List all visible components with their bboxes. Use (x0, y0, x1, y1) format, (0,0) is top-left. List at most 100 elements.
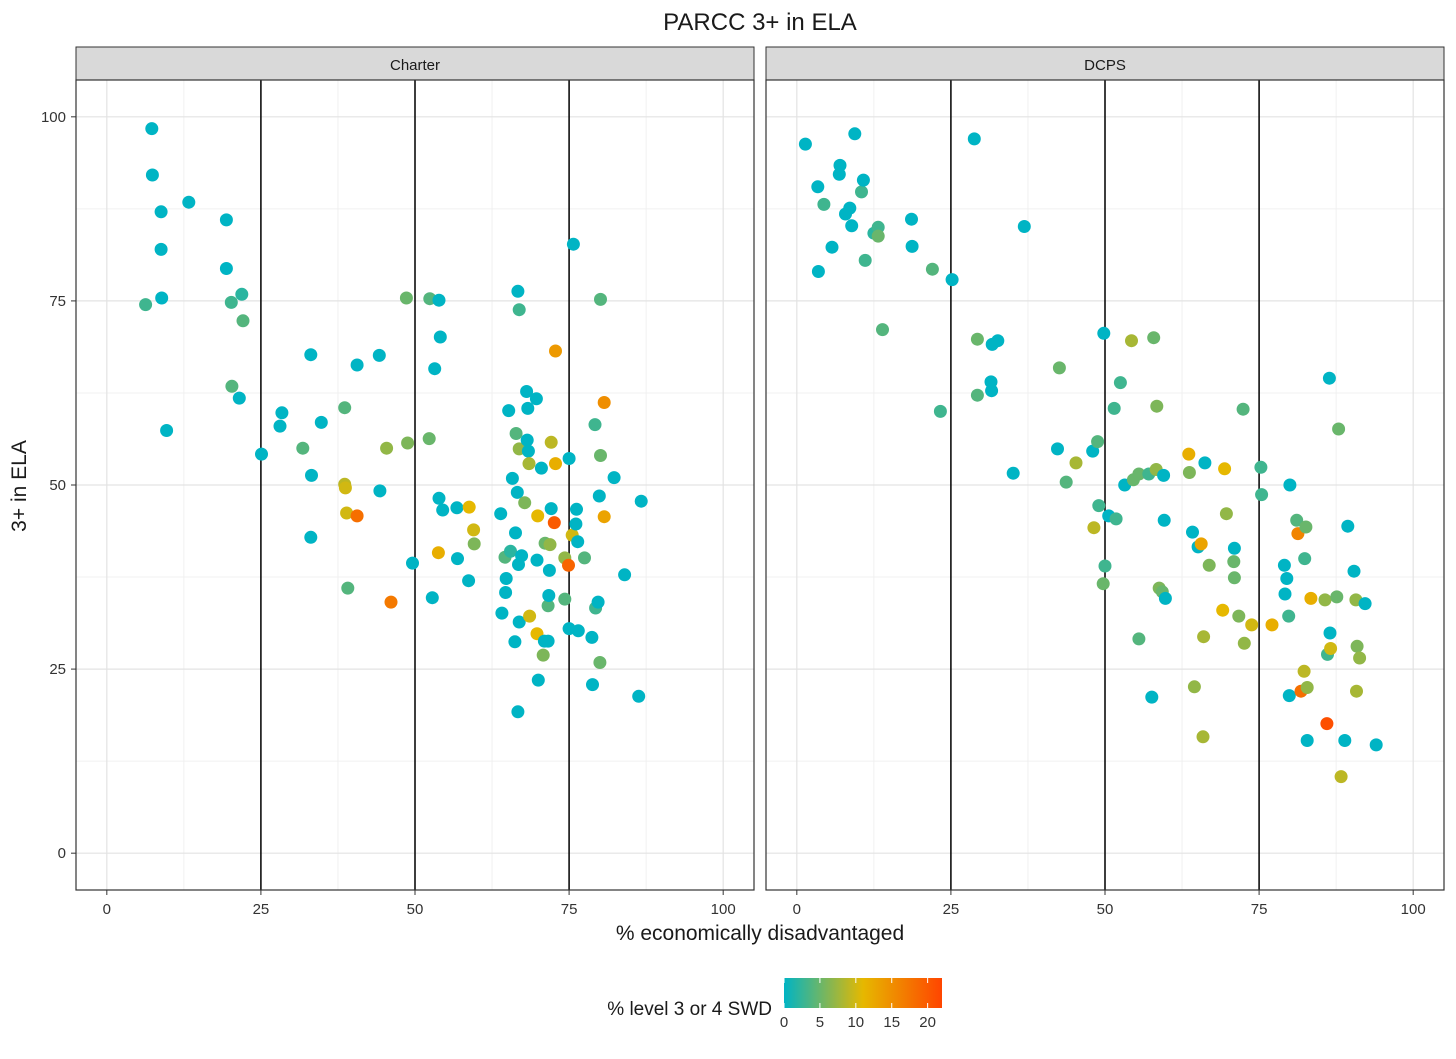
data-point (154, 205, 168, 219)
data-point (1098, 559, 1112, 573)
data-point (811, 265, 825, 278)
data-point (570, 502, 583, 516)
data-point (219, 213, 233, 227)
data-point (1187, 680, 1201, 694)
data-point (1147, 331, 1161, 345)
data-point (1369, 738, 1383, 752)
data-point (520, 433, 534, 447)
data-point (843, 201, 857, 215)
data-point (224, 295, 238, 309)
data-point (232, 391, 246, 405)
data-point (145, 168, 159, 182)
data-point (1194, 537, 1208, 551)
data-point (825, 240, 839, 254)
data-point (428, 362, 442, 376)
y-axis-label: 3+ in ELA (8, 440, 31, 532)
data-point (296, 441, 310, 455)
data-point (304, 530, 318, 544)
data-point (1113, 376, 1127, 390)
data-point (520, 385, 534, 398)
data-point (541, 599, 555, 613)
data-point (542, 589, 556, 602)
data-point (1132, 632, 1146, 646)
data-point (1322, 371, 1336, 385)
data-point (529, 392, 543, 406)
data-point (341, 581, 355, 595)
data-point (372, 348, 386, 362)
data-point (1232, 609, 1246, 623)
data-point (817, 197, 831, 211)
data-point (399, 291, 413, 305)
data-point (1017, 220, 1031, 233)
data-point (502, 404, 516, 418)
data-point (536, 648, 550, 662)
data-point (530, 553, 544, 567)
data-point (1198, 456, 1212, 470)
data-point (618, 568, 632, 582)
data-point (558, 592, 572, 606)
data-point (1196, 730, 1210, 744)
data-point (547, 516, 561, 530)
data-point (531, 509, 545, 523)
data-point (1245, 618, 1259, 632)
data-point (1265, 618, 1279, 632)
data-point (811, 180, 825, 194)
data-point (1353, 651, 1367, 665)
data-point (592, 489, 606, 503)
data-point (219, 262, 233, 275)
data-point (511, 284, 525, 298)
data-point (1347, 564, 1361, 578)
data-point (562, 558, 575, 572)
data-point (1297, 664, 1311, 678)
y-tick-label: 75 (49, 293, 66, 310)
data-point (462, 574, 476, 588)
data-point (634, 494, 648, 508)
data-point (1237, 636, 1251, 650)
data-point (542, 563, 556, 577)
data-point (566, 237, 580, 251)
data-point (543, 538, 557, 552)
data-point (541, 634, 555, 648)
legend-title: % level 3 or 4 SWD (607, 999, 772, 1020)
data-point (925, 262, 939, 276)
data-point (905, 239, 919, 253)
x-tick-label: 25 (943, 901, 960, 918)
data-point (594, 292, 607, 306)
data-point (182, 195, 196, 209)
x-tick-label: 100 (711, 901, 736, 918)
data-point (848, 127, 862, 141)
data-point (1330, 590, 1344, 604)
data-point (1107, 401, 1121, 415)
data-point (1324, 642, 1338, 655)
data-point (905, 212, 918, 226)
data-point (607, 471, 621, 485)
data-point (1227, 571, 1241, 585)
data-point (509, 427, 523, 440)
data-point (1236, 402, 1250, 416)
data-point (521, 444, 535, 458)
data-point (1097, 326, 1111, 340)
data-point (494, 507, 508, 521)
y-tick-label: 25 (49, 661, 66, 678)
data-point (1052, 361, 1066, 375)
data-point (1282, 609, 1296, 623)
data-point (586, 678, 599, 692)
data-point (597, 396, 611, 409)
data-point (522, 457, 536, 471)
colorbar-tick-label: 0 (780, 1014, 788, 1031)
panel-charter: Charter 0 25 50 75 100 0 25 50 75 100 (41, 46, 755, 918)
data-point (1197, 630, 1211, 644)
data-point (350, 509, 364, 523)
y-tick-label: 50 (49, 477, 66, 494)
data-point (562, 452, 576, 465)
data-point (1219, 507, 1233, 521)
colorbar-ticks: 0 5 10 15 20 (780, 978, 936, 1031)
data-point (1227, 555, 1241, 569)
data-point (544, 435, 558, 449)
panel-dcps: DCPS 0 25 50 75 100 (765, 46, 1445, 918)
x-tick-label: 75 (561, 901, 578, 918)
data-point (432, 293, 446, 307)
colorbar-tick-label: 20 (919, 1014, 936, 1031)
data-point (967, 132, 981, 146)
data-point (1304, 591, 1318, 605)
